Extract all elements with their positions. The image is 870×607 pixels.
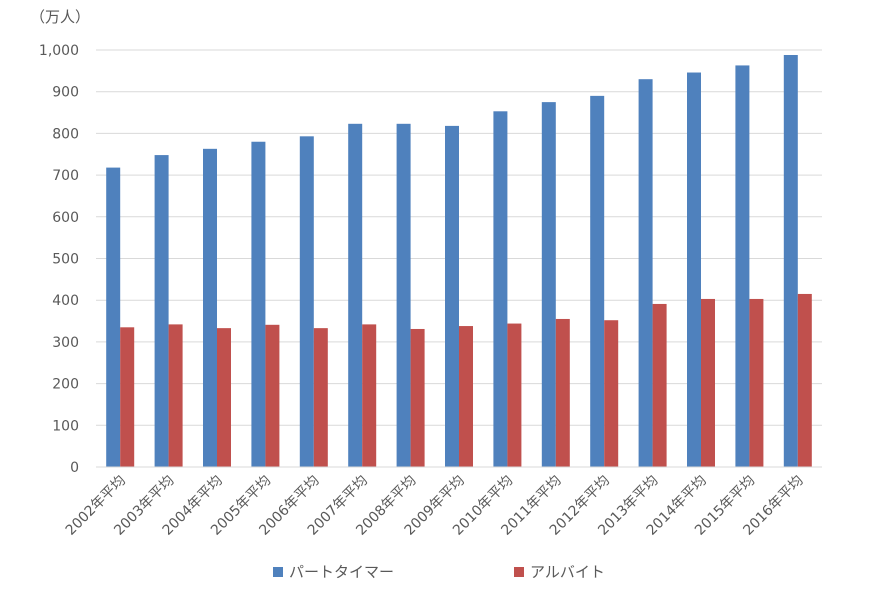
bar-arbeit	[410, 328, 425, 467]
y-tick-label: 300	[52, 335, 79, 351]
bar-part-timer	[106, 167, 121, 467]
y-tick-label: 400	[52, 293, 79, 309]
bar-part-timer	[203, 148, 217, 468]
bar-arbeit	[217, 328, 231, 467]
bar-arbeit	[313, 328, 328, 467]
y-tick-label: 200	[52, 377, 79, 393]
y-tick-label: 0	[70, 460, 79, 476]
bar-arbeit	[797, 293, 812, 467]
bar-part-timer	[445, 125, 459, 468]
bar-arbeit	[168, 324, 183, 467]
bar-arbeit	[749, 298, 764, 467]
y-axis-unit-label: （万人）	[30, 8, 90, 26]
bar-arbeit	[507, 323, 522, 467]
bar-arbeit	[120, 327, 135, 467]
bar-part-timer	[154, 155, 169, 468]
bar-arbeit	[265, 324, 280, 467]
y-tick-label: 1,000	[39, 43, 79, 59]
bar-part-timer	[590, 95, 605, 468]
legend-label: アルバイト	[530, 563, 605, 581]
bar-part-timer	[348, 123, 363, 468]
legend-swatch	[273, 567, 283, 577]
bar-part-timer	[396, 123, 411, 468]
legend-swatch	[514, 567, 524, 577]
y-tick-label: 700	[52, 168, 79, 184]
x-axis-ticks: 2002年平均2003年平均2004年平均2005年平均2006年平均2007年…	[63, 473, 807, 539]
bar-part-timer	[638, 79, 653, 467]
y-tick-label: 500	[52, 252, 79, 268]
bar-arbeit	[604, 320, 619, 467]
bar-arbeit	[459, 326, 473, 467]
y-tick-label: 600	[52, 210, 79, 226]
bar-part-timer	[687, 72, 701, 467]
legend-label: パートタイマー	[289, 563, 394, 581]
y-tick-label: 800	[52, 126, 79, 142]
bar-arbeit	[362, 324, 377, 467]
bar-part-timer	[541, 102, 556, 467]
bar-part-timer	[299, 136, 314, 467]
bar-part-timer	[783, 55, 798, 468]
y-tick-label: 100	[52, 418, 79, 434]
legend: パートタイマー アルバイト	[273, 563, 605, 581]
y-tick-label: 900	[52, 85, 79, 101]
bar-part-timer	[251, 141, 266, 468]
bars	[106, 55, 812, 468]
bar-part-timer	[493, 111, 508, 467]
bar-arbeit	[555, 318, 570, 467]
bar-arbeit	[652, 303, 667, 467]
y-axis-ticks: 0 100 200 300 400 500 600 700 800 900 1,000	[39, 43, 79, 476]
bar-arbeit	[701, 298, 715, 467]
bar-part-timer	[735, 65, 750, 467]
